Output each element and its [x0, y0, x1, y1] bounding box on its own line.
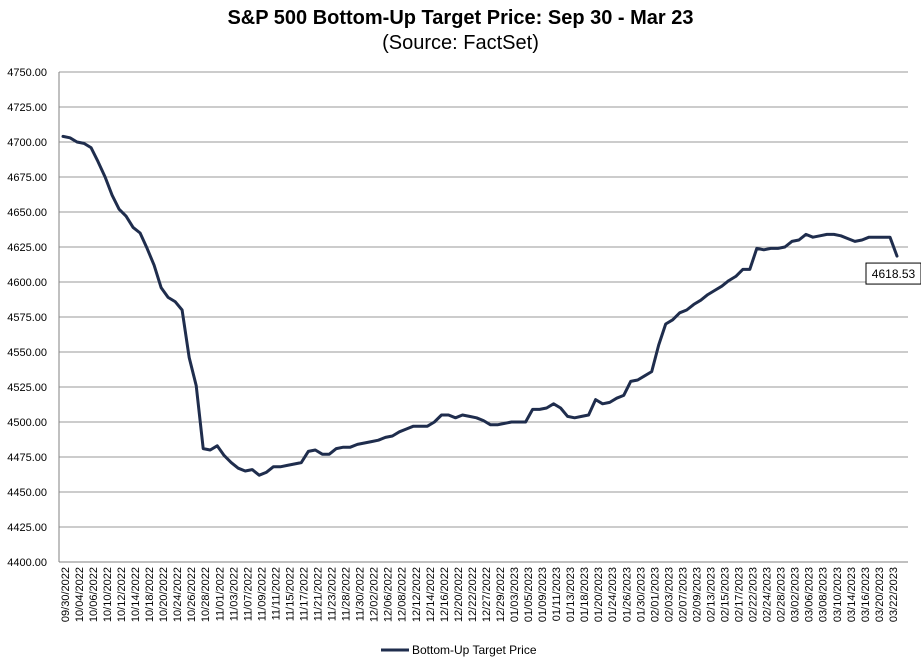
x-tick-label: 03/06/2023: [804, 567, 816, 622]
x-tick-label: 01/24/2023: [607, 567, 619, 622]
y-tick-label: 4550.00: [7, 347, 47, 359]
y-tick-label: 4400.00: [7, 557, 47, 569]
legend-label: Bottom-Up Target Price: [412, 643, 537, 657]
chart-subtitle: (Source: FactSet): [382, 32, 539, 54]
x-tick-label: 03/02/2023: [790, 567, 802, 622]
x-tick-label: 01/09/2023: [537, 567, 549, 622]
x-tick-label: 10/26/2022: [186, 567, 198, 622]
x-tick-label: 01/05/2023: [523, 567, 535, 622]
x-tick-label: 11/03/2022: [228, 567, 240, 621]
x-tick-label: 03/16/2023: [860, 567, 872, 622]
x-tick-label: 10/20/2022: [158, 567, 170, 622]
last-value-box: [865, 262, 921, 285]
x-tick-label: 12/20/2022: [453, 567, 465, 622]
x-tick-label: 02/15/2023: [719, 567, 731, 622]
x-tick-label: 12/29/2022: [495, 567, 507, 622]
x-tick-label: 12/06/2022: [383, 567, 395, 622]
last-value-callout: 4618.53: [865, 262, 921, 285]
x-tick-label: 01/30/2023: [635, 567, 647, 622]
x-tick-label: 09/30/2022: [60, 567, 72, 622]
x-tick-label: 02/03/2023: [663, 567, 675, 622]
y-tick-label: 4750.00: [7, 67, 47, 79]
x-tick-label: 11/01/2022: [214, 567, 226, 621]
x-tick-label: 03/10/2023: [832, 567, 844, 622]
y-tick-label: 4625.00: [7, 242, 47, 254]
x-tick-label: 01/11/2023: [551, 567, 563, 621]
x-tick-label: 01/03/2023: [509, 567, 521, 622]
x-tick-label: 03/14/2023: [846, 567, 858, 622]
x-tick-label: 10/04/2022: [74, 567, 86, 622]
x-tick-label: 12/12/2022: [411, 567, 423, 622]
y-tick-label: 4600.00: [7, 277, 47, 289]
x-tick-label: 01/26/2023: [621, 567, 633, 622]
y-tick-label: 4500.00: [7, 417, 47, 429]
x-tick-label: 01/20/2023: [593, 567, 605, 622]
x-tick-label: 11/11/2022: [270, 567, 282, 620]
x-tick-label: 02/22/2023: [748, 567, 760, 622]
x-tick-label: 02/28/2023: [776, 567, 788, 622]
x-tick-label: 10/10/2022: [102, 567, 114, 622]
x-tick-label: 12/08/2022: [397, 567, 409, 622]
x-axis-ticks: 09/30/2022 10/04/2022 10/06/2022 10/10/2022…: [60, 567, 900, 622]
x-tick-label: 01/13/2023: [565, 567, 577, 622]
y-tick-label: 4475.00: [7, 452, 47, 464]
x-tick-label: 02/24/2023: [762, 567, 774, 622]
x-tick-label: 10/28/2022: [200, 567, 212, 622]
x-tick-label: 02/13/2023: [705, 567, 717, 622]
x-tick-label: 02/07/2023: [677, 567, 689, 622]
y-tick-label: 4650.00: [7, 207, 47, 219]
x-tick-label: 10/06/2022: [88, 567, 100, 622]
x-tick-label: 11/09/2022: [256, 567, 268, 621]
x-tick-label: 01/18/2023: [579, 567, 591, 622]
x-tick-label: 11/15/2022: [284, 567, 296, 621]
x-tick-label: 12/22/2022: [467, 567, 479, 622]
legend: Bottom-Up Target Price: [381, 643, 537, 657]
x-tick-label: 10/24/2022: [172, 567, 184, 622]
y-tick-label: 4450.00: [7, 487, 47, 499]
x-tick-label: 03/20/2023: [874, 567, 886, 622]
y-tick-label: 4725.00: [7, 102, 47, 114]
x-tick-label: 11/28/2022: [341, 567, 353, 621]
y-tick-label: 4675.00: [7, 172, 47, 184]
x-tick-label: 10/12/2022: [116, 567, 128, 622]
y-tick-label: 4575.00: [7, 312, 47, 324]
y-tick-label: 4525.00: [7, 382, 47, 394]
series-group: [61, 134, 899, 477]
x-tick-label: 12/16/2022: [439, 567, 451, 622]
x-tick-label: 03/22/2023: [888, 567, 900, 622]
x-tick-label: 11/30/2022: [355, 567, 367, 621]
x-tick-label: 02/01/2023: [649, 567, 661, 622]
chart-title: S&P 500 Bottom-Up Target Price: Sep 30 -…: [227, 7, 694, 29]
x-tick-label: 03/08/2023: [818, 567, 830, 622]
x-tick-label: 11/17/2022: [298, 567, 310, 621]
last-value-label: 4618.53: [872, 267, 916, 281]
x-tick-label: 12/02/2022: [369, 567, 381, 622]
x-tick-label: 11/21/2022: [313, 567, 325, 621]
series-line-bottom-up-target-price: [61, 134, 899, 477]
y-tick-label: 4700.00: [7, 137, 47, 149]
x-tick-label: 10/18/2022: [144, 567, 156, 622]
x-tick-label: 12/27/2022: [481, 567, 493, 622]
y-axis-ticks: 4400.00 4425.00 4450.00 4475.00 4500.00 4525.…: [7, 67, 47, 569]
x-tick-label: 11/23/2022: [327, 567, 339, 621]
y-tick-label: 4425.00: [7, 522, 47, 534]
x-tick-label: 12/14/2022: [425, 567, 437, 622]
gridlines: [59, 71, 908, 563]
x-tick-label: 02/09/2023: [691, 567, 703, 622]
x-tick-label: 02/17/2023: [734, 567, 746, 622]
x-tick-label: 11/07/2022: [242, 567, 254, 621]
x-tick-label: 10/14/2022: [130, 567, 142, 622]
